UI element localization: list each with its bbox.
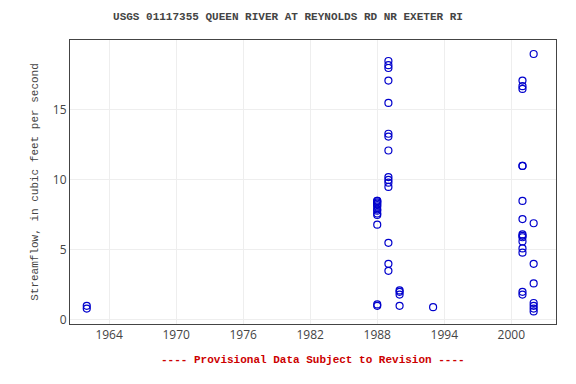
svg-text:---- Provisional Data Subject: ---- Provisional Data Subject to Revisio… <box>161 354 465 366</box>
svg-text:0: 0 <box>60 311 67 328</box>
svg-text:1976: 1976 <box>229 326 257 343</box>
svg-text:Streamflow, in cubic feet per: Streamflow, in cubic feet per second <box>29 63 41 301</box>
svg-text:1994: 1994 <box>431 326 459 343</box>
svg-text:5: 5 <box>60 241 67 258</box>
svg-text:1964: 1964 <box>95 326 123 343</box>
svg-text:2000: 2000 <box>498 326 526 343</box>
svg-text:1982: 1982 <box>296 326 324 343</box>
svg-text:10: 10 <box>53 171 67 188</box>
svg-text:1988: 1988 <box>364 326 392 343</box>
svg-text:USGS 01117355 QUEEN RIVER AT R: USGS 01117355 QUEEN RIVER AT REYNOLDS RD… <box>113 11 463 23</box>
svg-text:15: 15 <box>53 101 67 118</box>
svg-text:1970: 1970 <box>162 326 190 343</box>
